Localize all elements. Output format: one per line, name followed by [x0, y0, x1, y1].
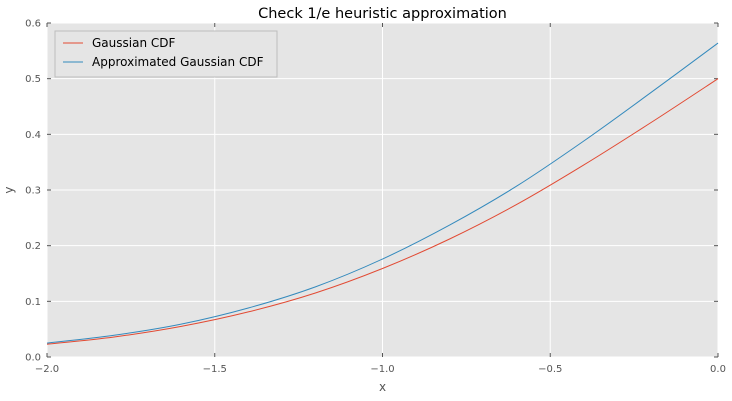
x-tick-label: −2.0: [35, 364, 59, 375]
grid: [46, 22, 719, 358]
y-tick-label: 0.6: [25, 19, 41, 30]
series-line-approximated-gaussian-cdf: [46, 42, 719, 344]
legend-box: [54, 30, 278, 78]
y-tick-label: 0.4: [25, 130, 41, 141]
y-tick-label: 0.3: [25, 186, 41, 197]
y-tick-label: 0.0: [25, 353, 41, 364]
axis-ticks: [46, 22, 719, 358]
y-tick-label: 0.2: [25, 241, 41, 252]
y-axis-label: y: [2, 186, 16, 193]
legend-label-approximated-gaussian-cdf: Approximated Gaussian CDF: [92, 55, 264, 69]
legend-label-gaussian-cdf: Gaussian CDF: [92, 36, 175, 50]
series-group: [46, 42, 719, 345]
series-line-gaussian-cdf: [46, 78, 719, 345]
legend: Gaussian CDF Approximated Gaussian CDF: [54, 30, 278, 78]
x-tick-label: 0.0: [710, 364, 726, 375]
x-axis-label: x: [379, 380, 386, 394]
y-tick-label: 0.5: [25, 74, 41, 85]
x-tick-label: −1.5: [203, 364, 227, 375]
tick-labels: −2.0 −1.5 −1.0 −0.5 0.0 0.0 0.1 0.2 0.3 0.4 0.5 0.6: [25, 19, 726, 376]
x-tick-label: −0.5: [538, 364, 562, 375]
y-tick-label: 0.1: [25, 297, 41, 308]
x-tick-label: −1.0: [370, 364, 394, 375]
chart-title: Check 1/e heuristic approximation: [258, 6, 507, 22]
